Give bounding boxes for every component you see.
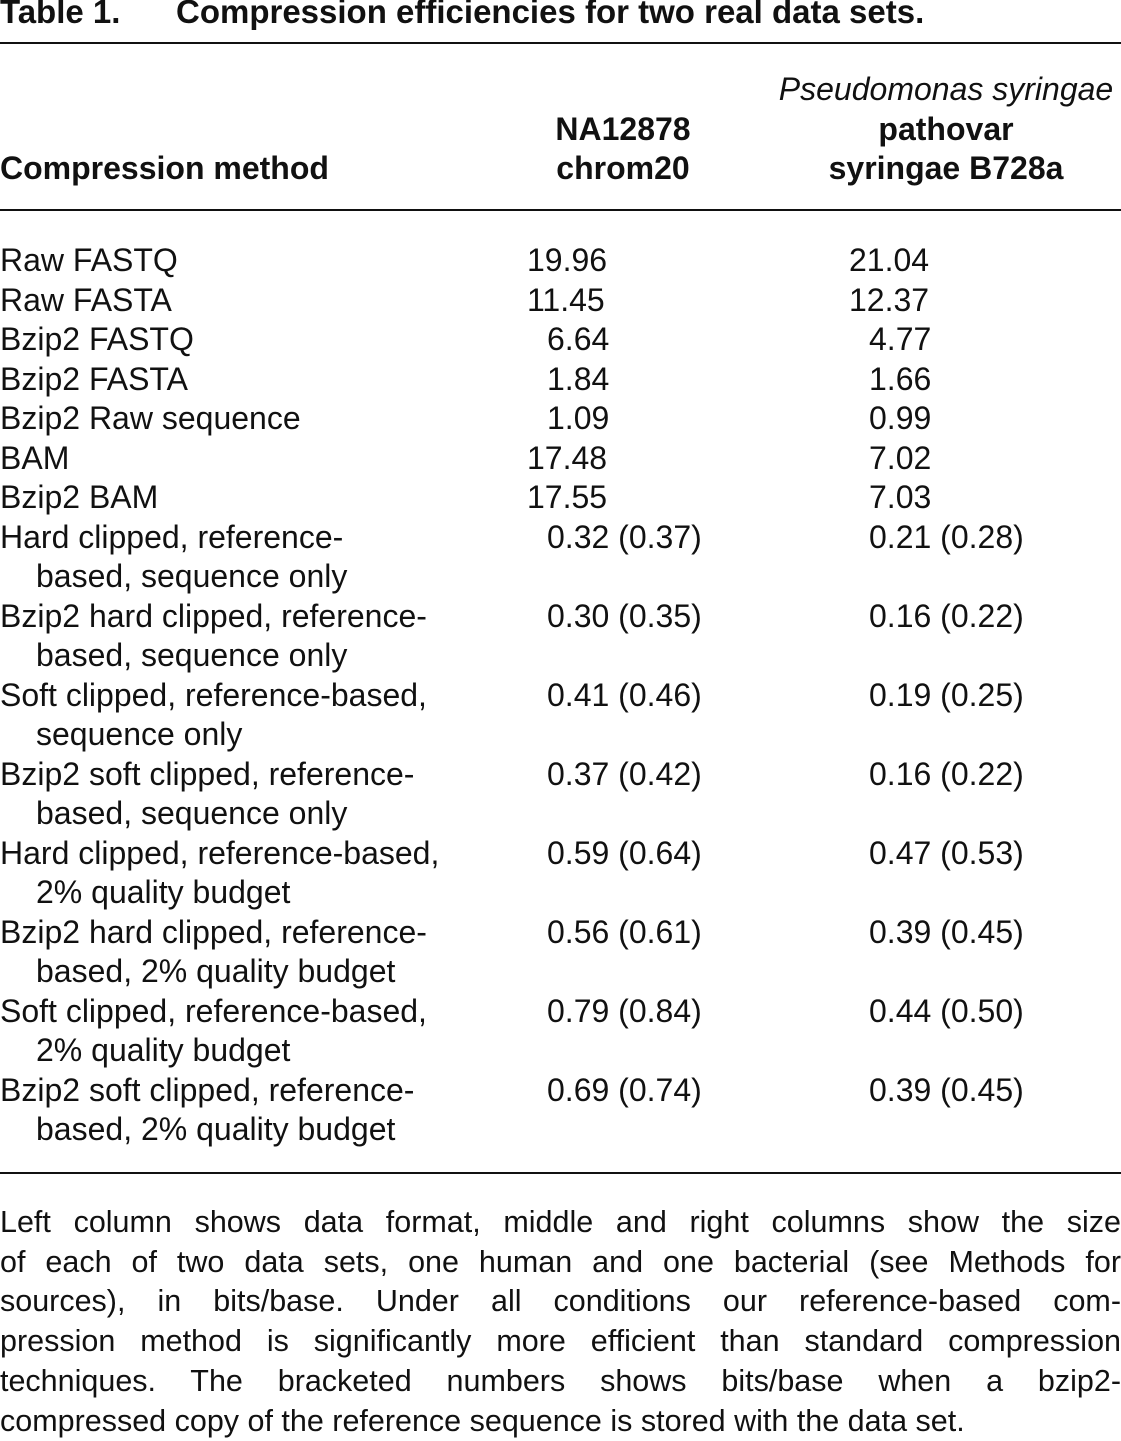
row-label: Bzip2 BAM <box>0 479 159 515</box>
row-label: Bzip2 FASTA <box>0 360 188 397</box>
cell-value: 0.32 (0.37) <box>547 518 702 555</box>
cell-value: 0.16 (0.22) <box>869 755 1024 792</box>
cell-value: 0.59 (0.64) <box>547 834 702 871</box>
row-label: sequence only <box>36 716 243 752</box>
cell-value: 0.39 (0.45) <box>869 913 1024 950</box>
cell-value: 17.48 <box>527 439 608 476</box>
row-label: based, 2% quality budget <box>36 1111 396 1147</box>
cell-value: 0.99 <box>869 400 932 436</box>
row-label: 2% quality budget <box>36 1032 291 1068</box>
cell-value: 0.56 (0.61) <box>547 913 702 950</box>
cell-value: 17.55 <box>527 479 608 515</box>
table-label: Table 1. <box>0 0 121 30</box>
footnote-line: pression method is significantly more ef… <box>0 1324 1121 1359</box>
cell-value: 0.44 (0.50) <box>869 992 1024 1029</box>
row-label: Soft clipped, reference-based, <box>0 676 427 713</box>
header-cell: Compression method <box>0 150 329 186</box>
footnote-line: compressed copy of the reference sequenc… <box>0 1403 965 1438</box>
row-label: 2% quality budget <box>36 874 291 910</box>
row-label: based, sequence only <box>36 637 348 673</box>
header-cell: syringae B728a <box>828 150 1064 186</box>
cell-value: 0.30 (0.35) <box>547 597 702 634</box>
header-cell: Pseudomonas syringae <box>778 71 1114 107</box>
cell-value: 0.37 (0.42) <box>547 755 702 792</box>
row-label: Raw FASTQ <box>0 242 178 278</box>
row-label: Raw FASTA <box>0 281 172 318</box>
header-rule <box>0 209 1121 211</box>
row-label: Bzip2 Raw sequence <box>0 400 301 436</box>
row-label: based, sequence only <box>36 558 348 594</box>
cell-value: 1.84 <box>547 360 610 397</box>
cell-value: 0.47 (0.53) <box>869 834 1024 871</box>
cell-value: 19.96 <box>527 242 608 278</box>
row-label: Bzip2 hard clipped, reference- <box>0 913 427 950</box>
header-cell: pathovar <box>878 110 1014 147</box>
row-label: Bzip2 soft clipped, reference- <box>0 1071 415 1108</box>
header-cell: NA12878 <box>555 110 691 147</box>
cell-value: 4.77 <box>869 321 932 357</box>
footnote-line: of each of two data sets, one human and … <box>0 1244 1121 1279</box>
row-label: Bzip2 FASTQ <box>0 321 194 357</box>
cell-value: 0.69 (0.74) <box>547 1071 702 1108</box>
cell-value: 7.03 <box>869 479 932 515</box>
row-label: Bzip2 hard clipped, reference- <box>0 597 427 634</box>
row-label: based, sequence only <box>36 795 348 831</box>
cell-value: 0.21 (0.28) <box>869 518 1024 555</box>
row-label: based, 2% quality budget <box>36 953 396 989</box>
cell-value: 0.79 (0.84) <box>547 992 702 1029</box>
table-caption: Compression efficiencies for two real da… <box>176 0 925 30</box>
footnote-line: sources), in bits/base. Under all condit… <box>0 1284 1121 1319</box>
cell-value: 0.16 (0.22) <box>869 597 1024 634</box>
cell-value: 6.64 <box>547 321 610 357</box>
header-cell: chrom20 <box>556 150 690 186</box>
row-label: BAM <box>0 439 70 476</box>
cell-value: 1.09 <box>547 400 610 436</box>
cell-value: 11.45 <box>527 281 605 318</box>
footnote-line: Left column shows data format, middle an… <box>0 1205 1121 1239</box>
cell-value: 21.04 <box>849 242 930 278</box>
row-label: Hard clipped, reference-based, <box>0 834 440 871</box>
top-rule <box>0 42 1121 44</box>
cell-value: 7.02 <box>869 439 932 476</box>
row-label: Hard clipped, reference- <box>0 518 344 555</box>
footnote-line: techniques. The bracketed numbers shows … <box>0 1363 1121 1398</box>
row-label: Bzip2 soft clipped, reference- <box>0 755 415 792</box>
cell-value: 0.41 (0.46) <box>547 676 702 713</box>
cell-value: 0.39 (0.45) <box>869 1071 1024 1108</box>
bottom-rule <box>0 1172 1121 1174</box>
row-label: Soft clipped, reference-based, <box>0 992 427 1029</box>
cell-value: 12.37 <box>849 281 930 318</box>
cell-value: 1.66 <box>869 360 932 397</box>
cell-value: 0.19 (0.25) <box>869 676 1024 713</box>
